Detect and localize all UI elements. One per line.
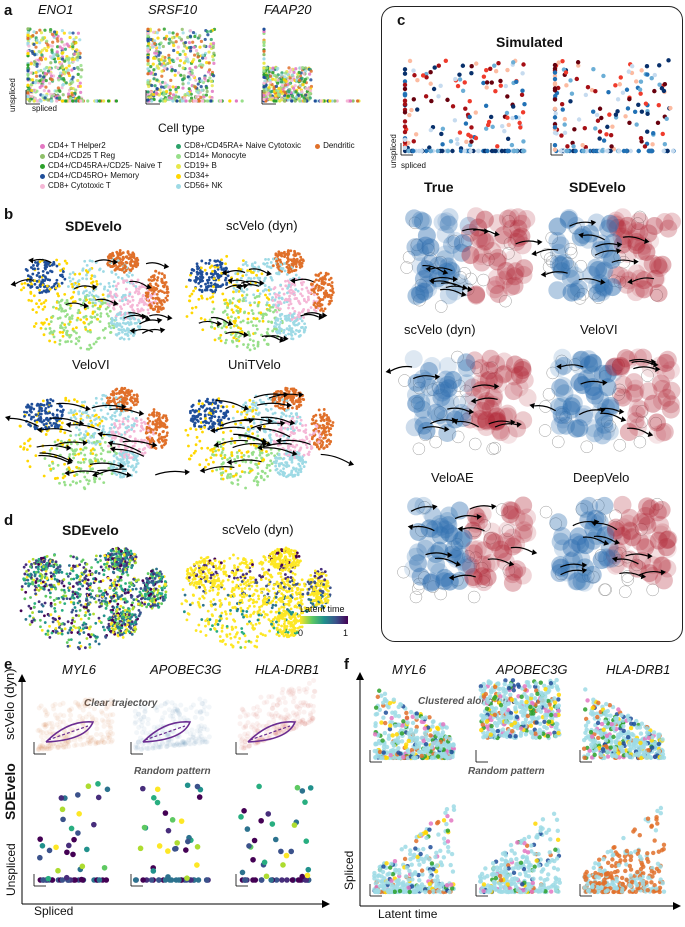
panel-label-d: d <box>4 512 14 529</box>
panel-f-ylabel: Spliced <box>342 850 356 890</box>
legend-item: CD19+ B <box>176 161 301 171</box>
legend-label: CD56+ NK <box>184 181 223 190</box>
legend-item: CD4+/CD45RA+/CD25- Naive T <box>40 161 162 171</box>
legend-label: CD8+ Cytotoxic T <box>48 181 111 190</box>
panel-d-title-scvelo: scVelo (dyn) <box>222 522 294 537</box>
panel-d-latent-time <box>19 546 332 651</box>
legend-item: CD34+ <box>176 171 301 181</box>
panel-c-title: Simulated <box>496 34 563 50</box>
panel-label-b: b <box>4 206 14 223</box>
colorbar-max: 1 <box>343 628 349 638</box>
panel-f-gene-myl6: MYL6 <box>392 662 426 677</box>
gene-title-srsf10: SRSF10 <box>148 2 198 17</box>
panel-b-title-sdevelo: SDEvelo <box>65 218 122 234</box>
legend-label: CD14+ Monocyte <box>184 151 247 160</box>
legend-item: CD4+/CD25 T Reg <box>40 151 162 161</box>
panel-c-simulated-scatter <box>400 58 676 156</box>
legend-swatch <box>40 183 45 189</box>
legend-label: CD4+/CD45RA+/CD25- Naive T <box>48 161 163 170</box>
colorbar-label: Latent time <box>300 604 345 614</box>
legend-item: CD8+/CD45RA+ Naive Cytotoxic <box>176 141 301 151</box>
panel-c-xlabel: spliced <box>401 161 426 170</box>
panel-a-xlabel-small: spliced <box>32 104 57 113</box>
panel-a-xlabel: Cell type <box>158 121 205 135</box>
legend-item: CD8+ Cytotoxic T <box>40 181 162 191</box>
panel-f-xlabel: Latent time <box>378 907 438 921</box>
legend-label: CD4+/CD45RO+ Memory <box>48 171 140 180</box>
panel-f-time-portraits <box>356 672 681 910</box>
panel-c-velocity-embeddings <box>385 207 681 604</box>
legend-item: Dendritic <box>315 141 355 151</box>
gene-title-eno1: ENO1 <box>38 2 74 17</box>
panel-e-xlabel: Spliced <box>34 904 74 918</box>
legend-item: CD56+ NK <box>176 181 301 191</box>
panel-e-phase-portraits <box>18 674 330 908</box>
panel-b-title-velovi: VeloVI <box>72 357 110 372</box>
legend-swatch <box>40 143 45 149</box>
legend-item: CD4+/CD45RO+ Memory <box>40 171 162 181</box>
legend-label: CD34+ <box>184 171 210 180</box>
legend-label: CD4+ T Helper2 <box>48 141 106 150</box>
panel-c-title-sdevelo: SDEvelo <box>569 179 626 195</box>
legend-label: CD19+ B <box>184 161 217 170</box>
panel-label-a: a <box>4 2 13 19</box>
panel-c-title-true: True <box>424 179 454 195</box>
panel-e-gene-apobec3g: APOBEC3G <box>150 662 222 677</box>
legend-label: CD4+/CD25 T Reg <box>48 151 116 160</box>
panel-f-gene-hla: HLA-DRB1 <box>606 662 671 677</box>
cell-type-legend: CD4+ T Helper2 CD4+/CD25 T Reg CD4+/CD45RA… <box>40 141 380 197</box>
legend-swatch <box>176 163 182 169</box>
gene-title-faap20: FAAP20 <box>264 2 312 17</box>
panel-a-scatter <box>25 27 361 105</box>
legend-swatch <box>176 143 182 149</box>
panel-e-ylabel: Unspliced <box>4 843 18 896</box>
panel-e-note-top: Clear trajectory <box>84 698 158 709</box>
legend-label: CD8+/CD45RA+ Naive Cytotoxic <box>184 141 302 150</box>
panel-f-note-bottom: Random pattern <box>468 766 545 777</box>
legend-swatch <box>176 173 182 179</box>
panel-c-box <box>381 6 683 642</box>
legend-swatch <box>40 153 45 159</box>
legend-swatch <box>40 173 45 179</box>
legend-label: Dendritic <box>323 141 355 150</box>
panel-c-ylabel: unspliced <box>389 134 398 168</box>
legend-swatch <box>176 183 182 189</box>
legend-swatch <box>315 143 321 149</box>
panel-e-note-bottom: Random pattern <box>134 766 211 777</box>
panel-b-title-unitvelo: UniTVelo <box>228 357 281 372</box>
panel-b-title-scvelo: scVelo (dyn) <box>226 218 298 233</box>
panel-c-title-veloae: VeloAE <box>431 470 474 485</box>
panel-a-ylabel: unspliced <box>8 78 17 112</box>
legend-swatch <box>40 163 45 169</box>
panel-f-gene-apobec3g: APOBEC3G <box>496 662 568 677</box>
colorbar <box>300 616 348 624</box>
panel-label-f: f <box>344 656 349 673</box>
panel-e-gene-hla: HLA-DRB1 <box>255 662 320 677</box>
panel-c-title-scvelo: scVelo (dyn) <box>404 322 476 337</box>
panel-f-note-top: Clustered along time <box>418 696 517 707</box>
legend-item: CD4+ T Helper2 <box>40 141 162 151</box>
panel-label-c: c <box>397 12 406 29</box>
panel-e-gene-myl6: MYL6 <box>62 662 96 677</box>
panel-c-title-velovi: VeloVI <box>580 322 618 337</box>
panel-c-title-deepvelo: DeepVelo <box>573 470 630 485</box>
legend-item: CD14+ Monocyte <box>176 151 301 161</box>
panel-label-e: e <box>4 656 13 673</box>
panel-b-embeddings <box>4 249 355 491</box>
legend-swatch <box>176 153 182 159</box>
colorbar-min: 0 <box>298 628 304 638</box>
panel-d-title-sdevelo: SDEvelo <box>62 522 119 538</box>
